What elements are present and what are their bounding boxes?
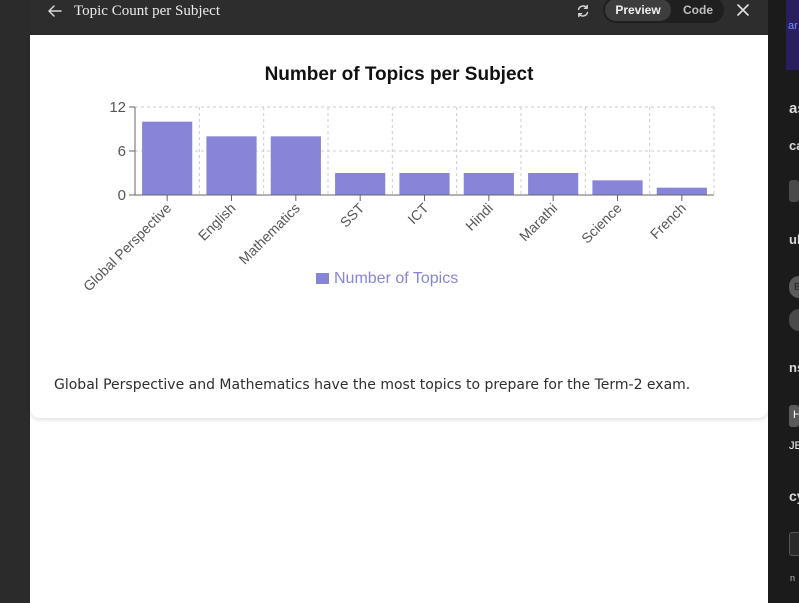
x-tick-label: SST — [337, 199, 368, 230]
background-text: as — [789, 100, 799, 117]
x-tick-label: Science — [578, 200, 625, 247]
background-box — [789, 532, 799, 556]
x-tick-label: English — [195, 200, 239, 244]
bar[interactable] — [335, 173, 386, 195]
chart-title: Number of Topics per Subject — [265, 64, 535, 85]
background-text: cy — [789, 488, 799, 504]
background-link[interactable]: ar — [788, 20, 798, 32]
chart-card: Number of Topics per Subject 12 6 0 Global… — [30, 35, 768, 418]
x-tick-label: ICT — [404, 199, 432, 227]
background-text: ns — [789, 360, 799, 375]
bar[interactable] — [528, 173, 579, 195]
bar[interactable] — [142, 121, 193, 195]
background-avatar — [789, 276, 799, 298]
bar[interactable] — [270, 136, 321, 195]
x-tick-label: French — [647, 200, 689, 242]
bar[interactable] — [592, 180, 643, 195]
bar[interactable] — [656, 187, 707, 195]
background-text: B — [794, 282, 799, 293]
x-tick-label: Global Perspective — [80, 200, 175, 295]
preview-content: Number of Topics per Subject 12 6 0 Global… — [30, 35, 768, 603]
artifact-modal: Topic Count per Subject Preview Code Num… — [30, 0, 768, 603]
y-tick-label: 6 — [118, 143, 126, 160]
chart-legend: Number of Topics — [316, 270, 458, 287]
legend-swatch — [316, 273, 329, 284]
back-button[interactable] — [44, 2, 66, 20]
y-axis: 12 6 0 — [109, 99, 136, 204]
background-box — [789, 180, 799, 202]
x-tick-label: Marathi — [516, 200, 560, 244]
close-button[interactable] — [732, 0, 754, 20]
tab-preview[interactable]: Preview — [605, 0, 671, 21]
y-tick-label: 0 — [118, 187, 126, 204]
chart-summary: Global Perspective and Mathematics have … — [54, 377, 691, 393]
modal-header: Topic Count per Subject Preview Code — [30, 0, 768, 35]
bar[interactable] — [399, 173, 450, 195]
background-text: n — [790, 573, 796, 583]
refresh-button[interactable] — [571, 0, 595, 22]
background-text: H — [793, 409, 799, 421]
close-icon — [737, 4, 749, 16]
legend-label: Number of Topics — [334, 270, 458, 287]
background-text: ca — [789, 138, 799, 153]
arrow-left-icon — [48, 5, 62, 17]
bar-chart: Number of Topics per Subject 12 6 0 Global… — [80, 64, 715, 295]
x-tick-label: Mathematics — [236, 200, 303, 267]
view-toggle: Preview Code — [603, 0, 724, 23]
background-banner — [786, 0, 799, 70]
bar[interactable] — [206, 136, 257, 195]
background-text: JE — [789, 440, 799, 452]
background-text: ub — [789, 232, 799, 247]
background-panel: ar as ca ub B ns H JE cy n — [768, 0, 799, 603]
background-box — [789, 405, 799, 427]
y-tick-label: 12 — [109, 99, 126, 116]
chart-bars — [142, 121, 707, 195]
tab-code[interactable]: Code — [683, 3, 713, 17]
bar[interactable] — [463, 173, 514, 195]
refresh-icon — [577, 4, 589, 18]
modal-title: Topic Count per Subject — [74, 3, 221, 19]
x-tick-label: Hindi — [462, 200, 496, 234]
background-avatar — [789, 309, 799, 331]
